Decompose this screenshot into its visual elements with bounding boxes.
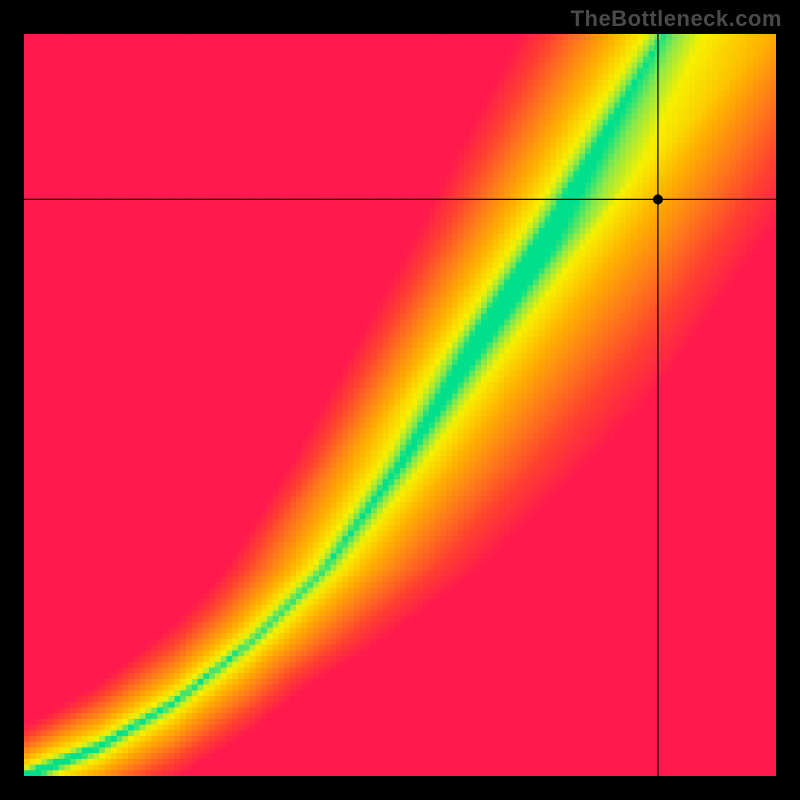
heatmap-canvas	[24, 34, 776, 776]
attribution-label: TheBottleneck.com	[571, 6, 782, 32]
chart-container: TheBottleneck.com	[0, 0, 800, 800]
heatmap-plot	[24, 34, 776, 776]
